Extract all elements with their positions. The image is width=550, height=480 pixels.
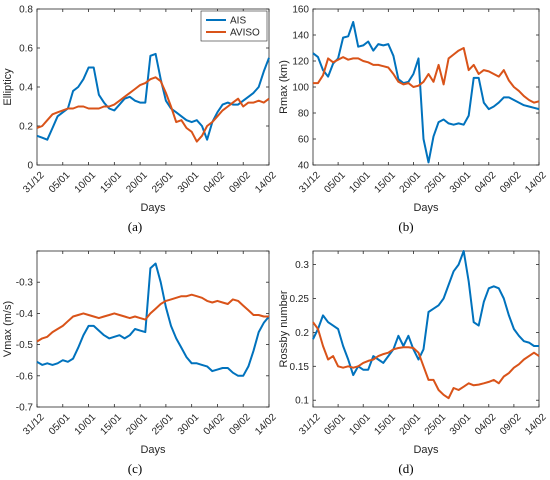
x-tick-label: 10/01: [73, 170, 99, 196]
panel-a: 31/12 05/01 10/01 15/01 20/01 25/01 30/01 04/02…: [2, 5, 279, 235]
y-axis-label: Vmax (m/s): [2, 301, 14, 357]
x-tick-label: 10/01: [347, 412, 373, 438]
plot-area: [36, 250, 270, 408]
plot-area: [312, 8, 540, 166]
y-tick-label: 0.2: [295, 328, 309, 339]
y-tick-label: 60: [298, 135, 310, 146]
y-tick-label: 120: [292, 57, 309, 68]
x-tick-label: 30/01: [176, 412, 202, 438]
series-line-aviso: [313, 47, 540, 104]
x-tick-label: 20/01: [398, 412, 424, 438]
x-axis-label: Days: [140, 202, 166, 214]
y-tick-label: 40: [298, 161, 310, 172]
y-tick-label: -0.4: [16, 309, 34, 320]
panel-caption: (d): [398, 461, 413, 476]
series-line-aviso: [36, 76, 270, 143]
x-tick-label: 05/01: [47, 412, 73, 438]
x-tick-label: 15/01: [373, 170, 399, 196]
x-tick-label: 30/01: [176, 170, 202, 196]
x-tick-label: 05/01: [322, 412, 348, 438]
x-axis-label: Days: [140, 444, 166, 456]
x-tick-label: 14/02: [253, 170, 279, 196]
x-tick-label: 09/02: [227, 412, 253, 438]
x-tick-label: 31/12: [21, 412, 47, 438]
x-tick-label: 20/01: [124, 412, 150, 438]
y-tick-label: 0.2: [19, 122, 33, 133]
series-line-aviso: [36, 293, 269, 343]
x-tick-label: 09/02: [498, 412, 524, 438]
x-tick-label: 20/01: [398, 170, 424, 196]
legend-label-ais: AIS: [230, 16, 246, 27]
y-tick-label: 0: [27, 161, 33, 172]
x-tick-label: 15/01: [373, 412, 399, 438]
x-tick-label: 15/01: [99, 412, 125, 438]
legend-box: [200, 10, 268, 42]
series-line-ais: [312, 21, 540, 164]
panel-c: 31/12 05/01 10/01 15/01 20/01 25/01 30/01 04/02…: [2, 250, 279, 476]
x-tick-label: 31/12: [297, 170, 323, 196]
y-tick-label: 0.4: [19, 83, 33, 94]
x-tick-label: 15/01: [99, 170, 125, 196]
x-tick-label: 05/01: [322, 170, 348, 196]
x-tick-label: 25/01: [423, 412, 449, 438]
panel-b: 31/12 05/01 10/01 15/01 20/01 25/01 30/01 04/02…: [278, 5, 549, 235]
x-tick-label: 20/01: [124, 170, 150, 196]
y-tick-label: -0.6: [16, 371, 34, 382]
y-tick-label: 100: [292, 83, 309, 94]
x-tick-label: 31/12: [21, 170, 47, 196]
x-tick-label: 10/01: [347, 170, 373, 196]
legend-label-aviso: AVISO: [230, 28, 260, 39]
y-tick-label: 0.6: [19, 44, 33, 55]
panel-d: 31/12 05/01 10/01 15/01 20/01 25/01 30/01 04/02…: [278, 250, 549, 476]
y-tick-label: -0.5: [16, 340, 34, 351]
x-tick-label: 10/01: [73, 412, 99, 438]
y-tick-label: 80: [298, 109, 310, 120]
x-tick-label: 14/02: [253, 412, 279, 438]
y-tick-label: 0.1: [295, 396, 309, 407]
x-tick-label: 25/01: [423, 170, 449, 196]
x-tick-label: 05/01: [47, 170, 73, 196]
panel-caption: (b): [398, 219, 413, 234]
x-tick-label: 30/01: [448, 412, 474, 438]
y-tick-label: -0.7: [16, 403, 34, 414]
series-line-aviso: [312, 321, 540, 400]
x-tick-label: 04/02: [473, 170, 499, 196]
panel-caption: (a): [128, 219, 142, 234]
panel-caption: (c): [128, 461, 142, 476]
y-tick-label: 0.25: [290, 294, 310, 305]
x-tick-label: 31/12: [297, 412, 323, 438]
y-tick-label: 0.3: [295, 260, 309, 271]
x-tick-label: 25/01: [150, 170, 176, 196]
y-tick-label: 140: [292, 31, 309, 42]
x-tick-label: 30/01: [448, 170, 474, 196]
y-tick-label: 0.15: [290, 362, 310, 373]
y-axis-label: Ellipticy: [2, 68, 14, 106]
x-tick-label: 04/02: [473, 412, 499, 438]
x-tick-label: 04/02: [202, 412, 228, 438]
series-line-ais: [36, 262, 270, 377]
x-tick-label: 09/02: [227, 170, 253, 196]
x-axis-label: Days: [413, 444, 439, 456]
x-tick-label: 14/02: [523, 412, 549, 438]
y-axis-label: Rossby number: [278, 290, 290, 367]
x-tick-label: 09/02: [498, 170, 524, 196]
y-tick-label: 0.8: [19, 5, 33, 16]
x-tick-label: 14/02: [523, 170, 549, 196]
y-tick-label: 160: [292, 5, 309, 16]
y-axis-label: Rmax (km): [278, 60, 290, 114]
x-axis-label: Days: [413, 202, 439, 214]
x-tick-label: 25/01: [150, 412, 176, 438]
x-tick-label: 04/02: [202, 170, 228, 196]
y-tick-label: -0.3: [16, 278, 34, 289]
